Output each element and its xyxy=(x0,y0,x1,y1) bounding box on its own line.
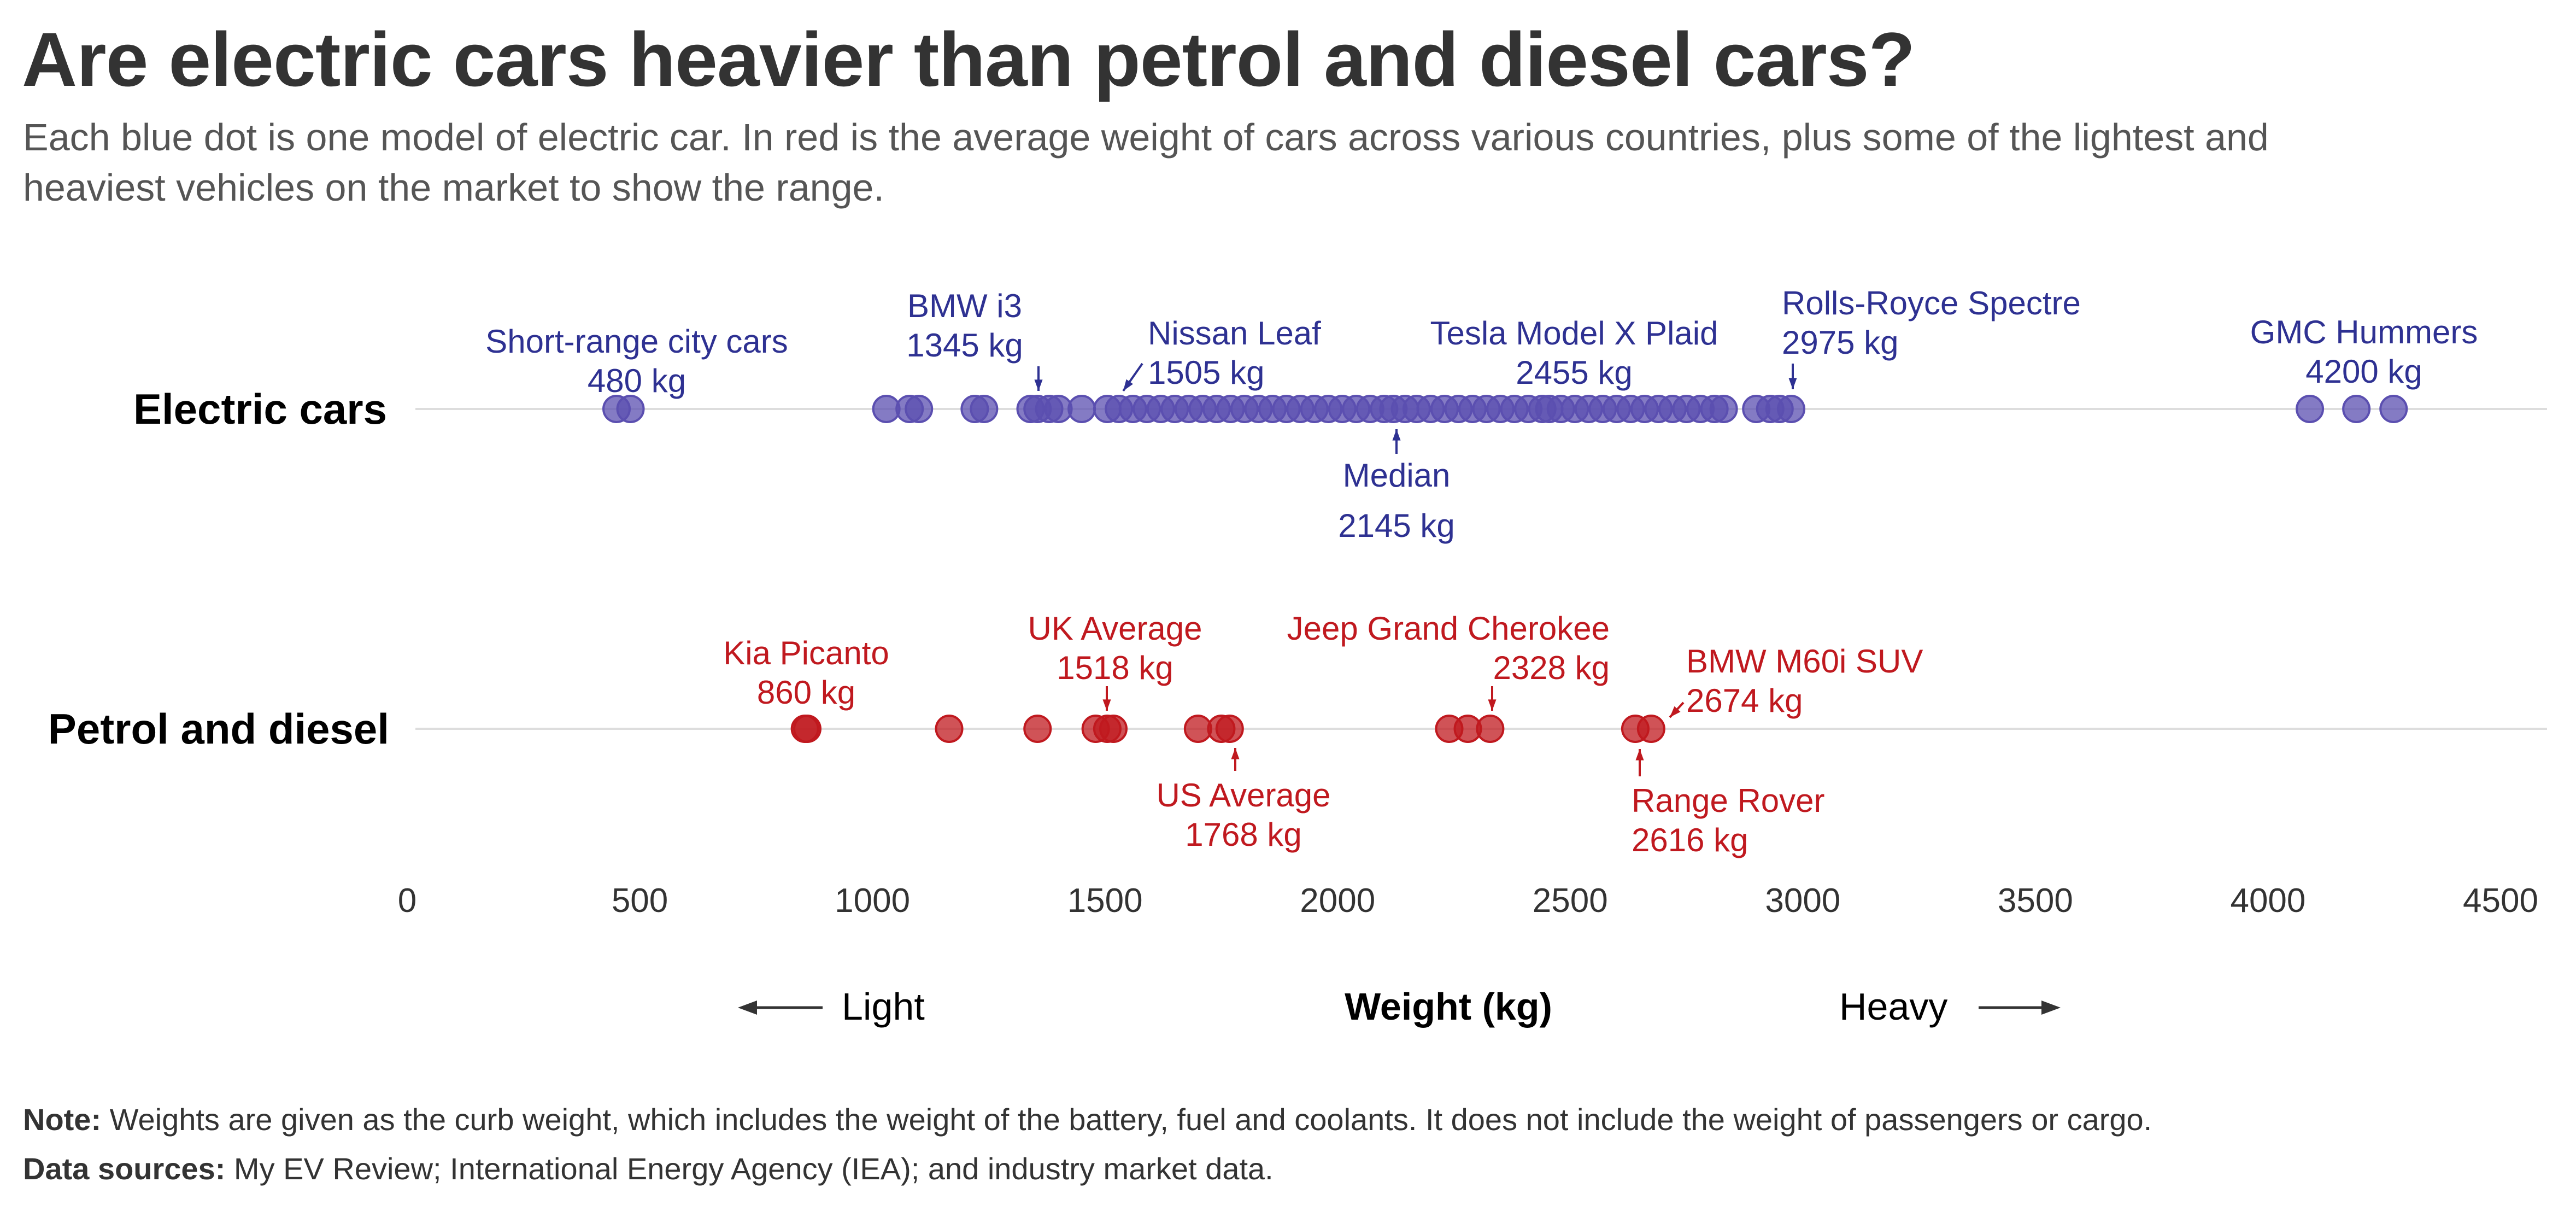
annotation-label: Rolls-Royce Spectre xyxy=(1782,285,2081,321)
x-tick-label: 1000 xyxy=(835,882,910,920)
data-point xyxy=(2296,395,2325,423)
annotation-value: 1518 kg xyxy=(1057,650,1173,686)
arrow-head-icon xyxy=(1670,706,1681,717)
annotation-value: 2145 kg xyxy=(1338,507,1455,544)
annotation-label: BMW M60i SUV xyxy=(1686,643,1923,680)
annotation-label: Jeep Grand Cherokee xyxy=(1287,610,1610,647)
data-point xyxy=(2379,395,2408,423)
x-tick-label: 4500 xyxy=(2463,882,2538,920)
sources-label: Data sources: xyxy=(23,1151,226,1186)
arrow-head-icon xyxy=(1231,748,1240,759)
x-tick-label: 3000 xyxy=(1765,882,1840,920)
x-tick-label: 2000 xyxy=(1300,882,1375,920)
data-point xyxy=(1067,395,1096,423)
light-label: Light xyxy=(842,985,925,1028)
data-point xyxy=(1777,395,1806,423)
chart-title: Are electric cars heavier than petrol an… xyxy=(22,16,1915,102)
x-tick-label: 3500 xyxy=(1998,882,2073,920)
x-tick-label: 500 xyxy=(612,882,668,920)
x-tick-label: 4000 xyxy=(2230,882,2305,920)
x-axis-ticks: 0 500 1000 1500 2000 2500 3000 3500 4000 4500 xyxy=(398,882,2538,920)
arrow-head-icon xyxy=(1102,699,1111,711)
annotation-value: 1505 kg xyxy=(1148,354,1265,391)
annotation-label: Median xyxy=(1343,457,1451,494)
data-point xyxy=(905,395,934,423)
annotation-label: GMC Hummers xyxy=(2250,314,2478,350)
x-tick-label: 0 xyxy=(398,882,416,920)
heavy-indicator: Heavy xyxy=(1839,985,2061,1028)
data-point xyxy=(1476,715,1505,743)
arrow-head-icon xyxy=(1392,429,1401,441)
data-point xyxy=(616,395,645,423)
data-point xyxy=(2342,395,2371,423)
data-point xyxy=(970,395,999,423)
right-arrow-head-icon xyxy=(2041,1001,2061,1015)
x-axis-title: Weight (kg) xyxy=(1345,985,1552,1028)
electric-dots xyxy=(602,395,2408,423)
data-point xyxy=(793,715,821,743)
annotation-label: Tesla Model X Plaid xyxy=(1430,315,1718,352)
light-indicator: Light xyxy=(738,985,925,1028)
annotation-value: 860 kg xyxy=(757,674,855,711)
data-point xyxy=(1709,395,1738,423)
annotation-value: 2975 kg xyxy=(1782,324,1899,361)
x-tick-label: 2500 xyxy=(1533,882,1608,920)
arrow-head-icon xyxy=(1788,378,1797,389)
annotation-label: US Average xyxy=(1156,777,1330,814)
data-point xyxy=(935,715,964,743)
row-label-petrol: Petrol and diesel xyxy=(48,705,389,753)
annotation-value: 480 kg xyxy=(588,362,686,399)
annotation-value: 4200 kg xyxy=(2305,353,2422,390)
data-point xyxy=(1099,715,1128,743)
annotation-label: BMW i3 xyxy=(907,288,1022,324)
data-point xyxy=(1023,715,1052,743)
note-text: Weights are given as the curb weight, wh… xyxy=(101,1102,2152,1137)
annotation-label: Range Rover xyxy=(1632,782,1825,819)
sources-text: My EV Review; International Energy Agenc… xyxy=(225,1151,1274,1186)
chart-subtitle: Each blue dot is one model of electric c… xyxy=(23,116,2269,209)
annotation-value: 2616 kg xyxy=(1632,822,1748,858)
annotation-label: UK Average xyxy=(1028,610,1202,647)
footer-note: Note: Weights are given as the curb weig… xyxy=(23,1102,2152,1137)
annotation-value: 1345 kg xyxy=(906,327,1023,364)
arrow-head-icon xyxy=(1635,749,1644,760)
arrow-head-icon xyxy=(1034,379,1043,391)
arrow-head-icon xyxy=(1488,699,1497,711)
annotation-value: 1768 kg xyxy=(1185,816,1302,853)
row-label-electric: Electric cars xyxy=(133,385,387,433)
annotation-label: Short-range city cars xyxy=(485,323,788,360)
annotation: Median 2145 kg xyxy=(1338,429,1455,544)
x-tick-label: 1500 xyxy=(1067,882,1143,920)
annotation-value: 2455 kg xyxy=(1516,354,1633,391)
annotation-value: 2674 kg xyxy=(1686,682,1803,719)
note-label: Note: xyxy=(23,1102,102,1137)
heavy-label: Heavy xyxy=(1839,985,1947,1028)
annotation-label: Kia Picanto xyxy=(723,635,889,671)
footer-sources: Data sources: My EV Review; Internationa… xyxy=(23,1151,1274,1186)
petrol-dots xyxy=(790,715,1665,743)
arrow-head-icon xyxy=(1123,379,1134,391)
left-arrow-head-icon xyxy=(738,1001,757,1015)
data-point xyxy=(1636,715,1665,743)
annotation-value: 2328 kg xyxy=(1493,650,1610,686)
data-point xyxy=(1215,715,1244,743)
annotation-label: Nissan Leaf xyxy=(1148,315,1321,352)
